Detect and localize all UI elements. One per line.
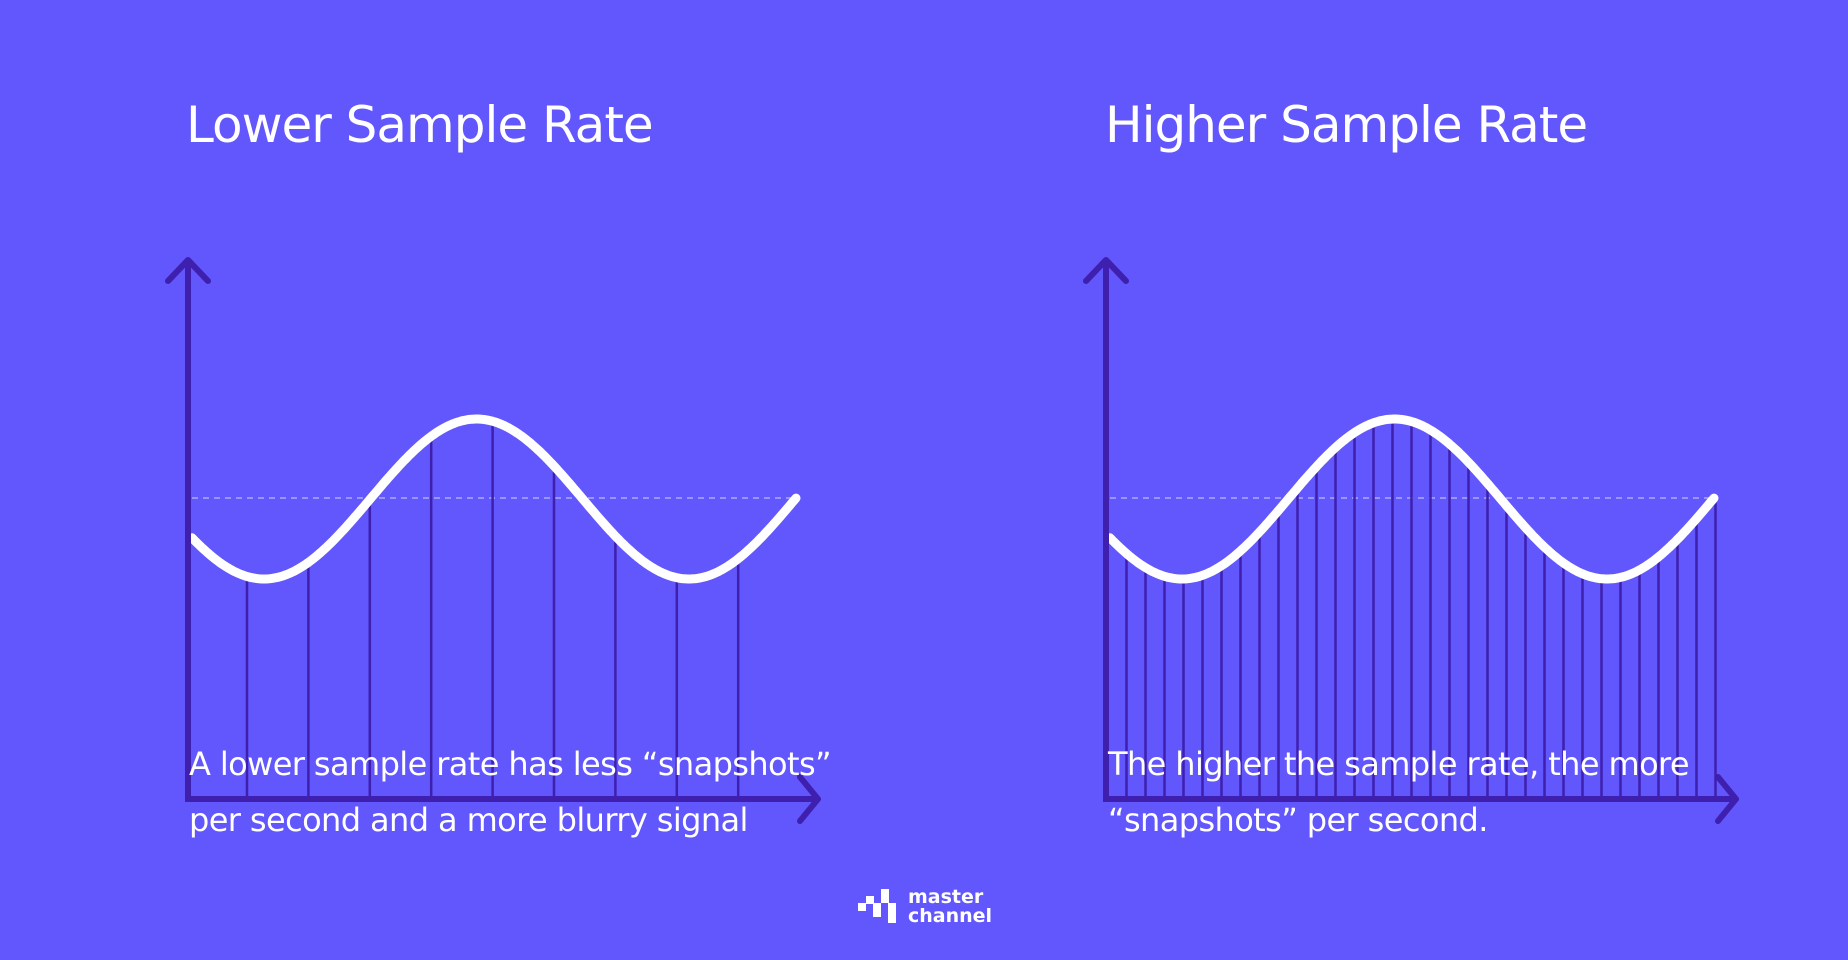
left-x-axis-arrow-icon [797, 774, 821, 824]
left-description: A lower sample rate has less “snapshots”… [189, 745, 832, 839]
logo-line2: channel [908, 905, 993, 927]
logo-mark-icon [858, 889, 896, 923]
left-title: Lower Sample Rate [186, 96, 654, 154]
left-axes [185, 260, 817, 802]
logo-line1: master [908, 886, 984, 908]
left-y-axis-arrow-icon [165, 257, 211, 284]
right-axes [1103, 260, 1735, 802]
right-signal-wave [1105, 414, 1719, 584]
right-title: Higher Sample Rate [1105, 96, 1588, 154]
master-channel-logo: master channel [858, 888, 992, 926]
left-signal-wave [187, 414, 801, 584]
right-y-axis-arrow-icon [1083, 257, 1129, 284]
right-x-axis-arrow-icon [1715, 774, 1739, 824]
right-description: The higher the sample rate, the more “sn… [1108, 745, 1690, 839]
